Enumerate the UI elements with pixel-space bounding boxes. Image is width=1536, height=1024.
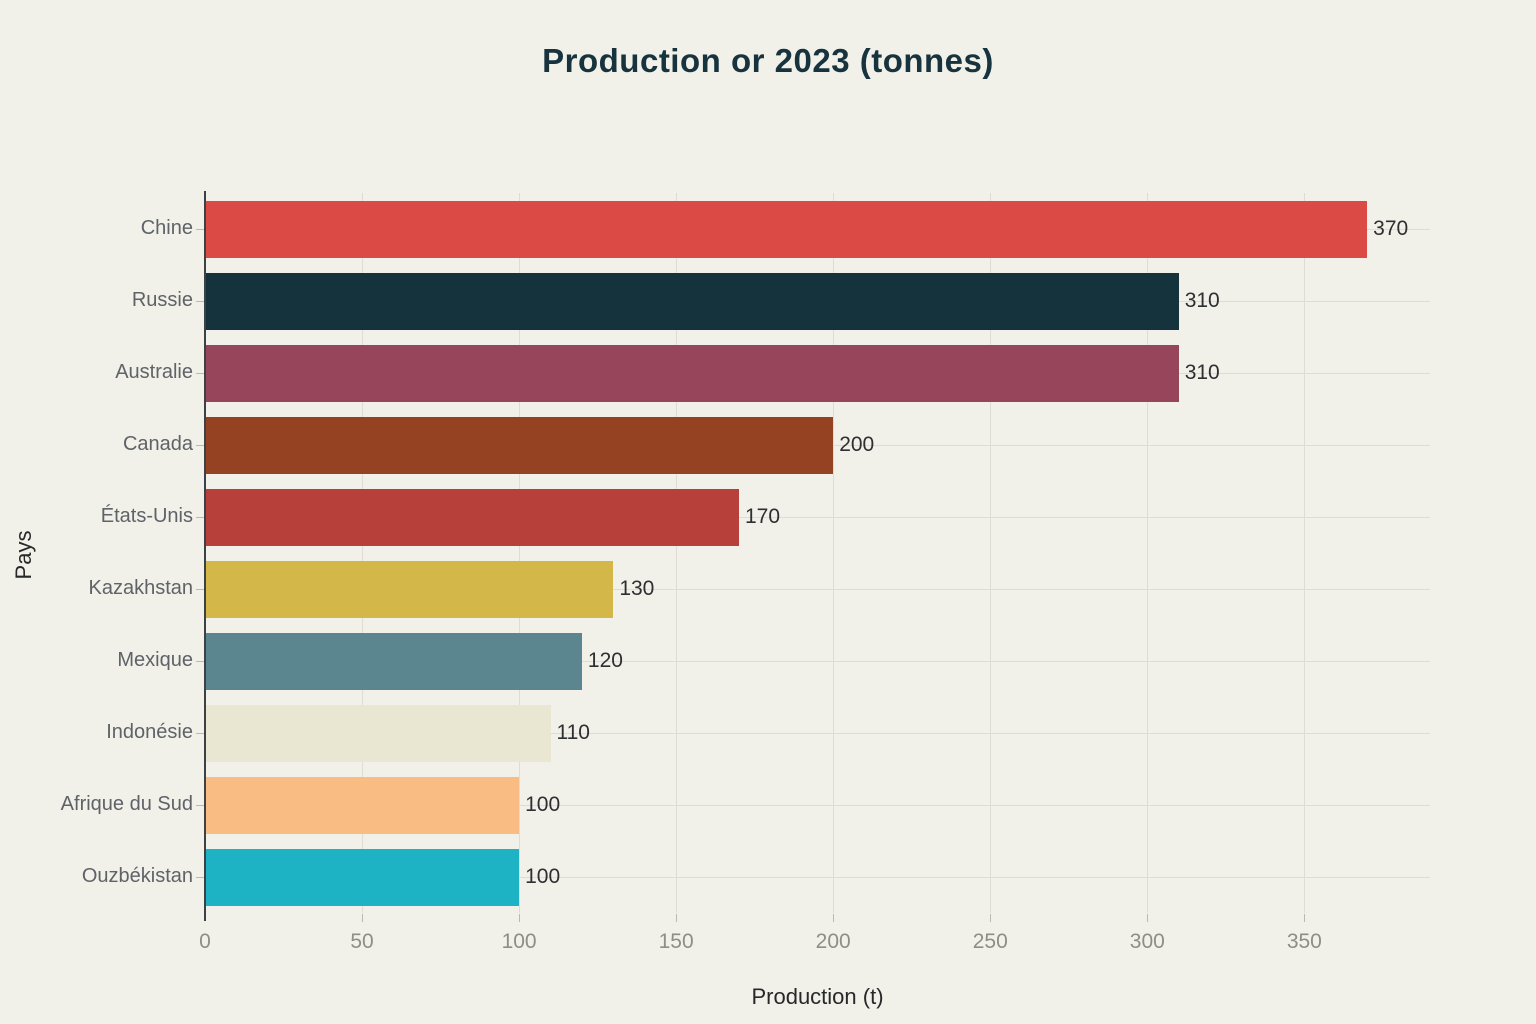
y-category-label: Russie [131,289,193,311]
y-tick-mark [196,733,204,734]
y-tick-mark [196,229,204,230]
bar-australie[interactable] [205,344,1179,402]
y-axis-line [204,191,206,921]
bar-afrique-du-sud[interactable] [205,776,520,834]
plot-area: 370 310 310 200 170 130 120 110 100 100 [205,193,1430,913]
bar-value-label: 170 [744,505,781,528]
bar-russie[interactable] [205,272,1179,330]
x-gridline [362,193,364,913]
x-tick-label: 150 [658,930,694,953]
bar-value-label: 130 [619,577,655,600]
bar-value-label: 310 [1184,289,1220,312]
x-tick-label: 300 [1129,930,1165,953]
x-tick-label: 100 [501,930,537,953]
x-tick-mark [676,914,678,922]
x-tick-mark [833,914,835,922]
x-tick-mark [1304,914,1306,922]
bar-mexique[interactable] [205,632,582,690]
x-tick-mark [990,914,992,922]
x-gridline [833,193,835,913]
bar-value-label: 110 [556,721,590,744]
bar-value-label: 100 [525,793,561,816]
bar-value-label: 100 [525,865,561,888]
bar--tats-unis[interactable] [205,488,739,546]
bar-value-label: 120 [587,649,623,672]
y-category-label: Chine [140,217,193,239]
y-tick-mark [196,589,204,590]
x-gridline [1147,193,1149,913]
x-tick-label: 200 [815,930,851,953]
y-tick-mark [196,805,204,806]
y-category-label: Mexique [117,649,193,671]
x-gridline [519,193,521,913]
y-category-label: Canada [122,433,193,455]
y-gridline [205,661,1430,662]
bar-ouzb-kistan[interactable] [205,848,520,906]
y-gridline [205,733,1430,734]
y-tick-mark [196,301,204,302]
x-gridline [1304,193,1306,913]
y-gridline [205,805,1430,806]
x-tick-label: 50 [350,930,374,953]
bar-value-label: 310 [1184,361,1220,384]
y-category-label: Afrique du Sud [60,793,193,815]
bar-chine[interactable] [205,200,1368,258]
bar-value-label: 200 [839,433,875,456]
y-gridline [205,589,1430,590]
y-tick-mark [196,445,204,446]
bar-canada[interactable] [205,416,834,474]
x-axis-title: Production (t) [751,984,884,1009]
y-gridline [205,517,1430,518]
y-tick-mark [196,877,204,878]
x-tick-label: 350 [1286,930,1322,953]
y-category-label: Ouzbékistan [81,865,193,887]
bar-kazakhstan[interactable] [205,560,614,618]
x-tick-mark [519,914,521,922]
x-tick-label: 250 [972,930,1008,953]
chart-title: Production or 2023 (tonnes) [542,42,994,79]
y-tick-mark [196,517,204,518]
x-gridline [676,193,678,913]
x-tick-label: 0 [199,930,211,953]
bar-indon-sie[interactable] [205,704,551,762]
y-category-label: États-Unis [100,505,193,527]
y-category-label: Indonésie [106,721,193,743]
y-gridline [205,877,1430,878]
y-category-label: Kazakhstan [88,577,193,599]
y-category-label: Australie [115,361,193,383]
x-tick-mark [1147,914,1149,922]
bar-value-label: 370 [1373,217,1409,240]
x-tick-mark [362,914,364,922]
y-tick-mark [196,661,204,662]
y-tick-mark [196,373,204,374]
x-gridline [990,193,992,913]
